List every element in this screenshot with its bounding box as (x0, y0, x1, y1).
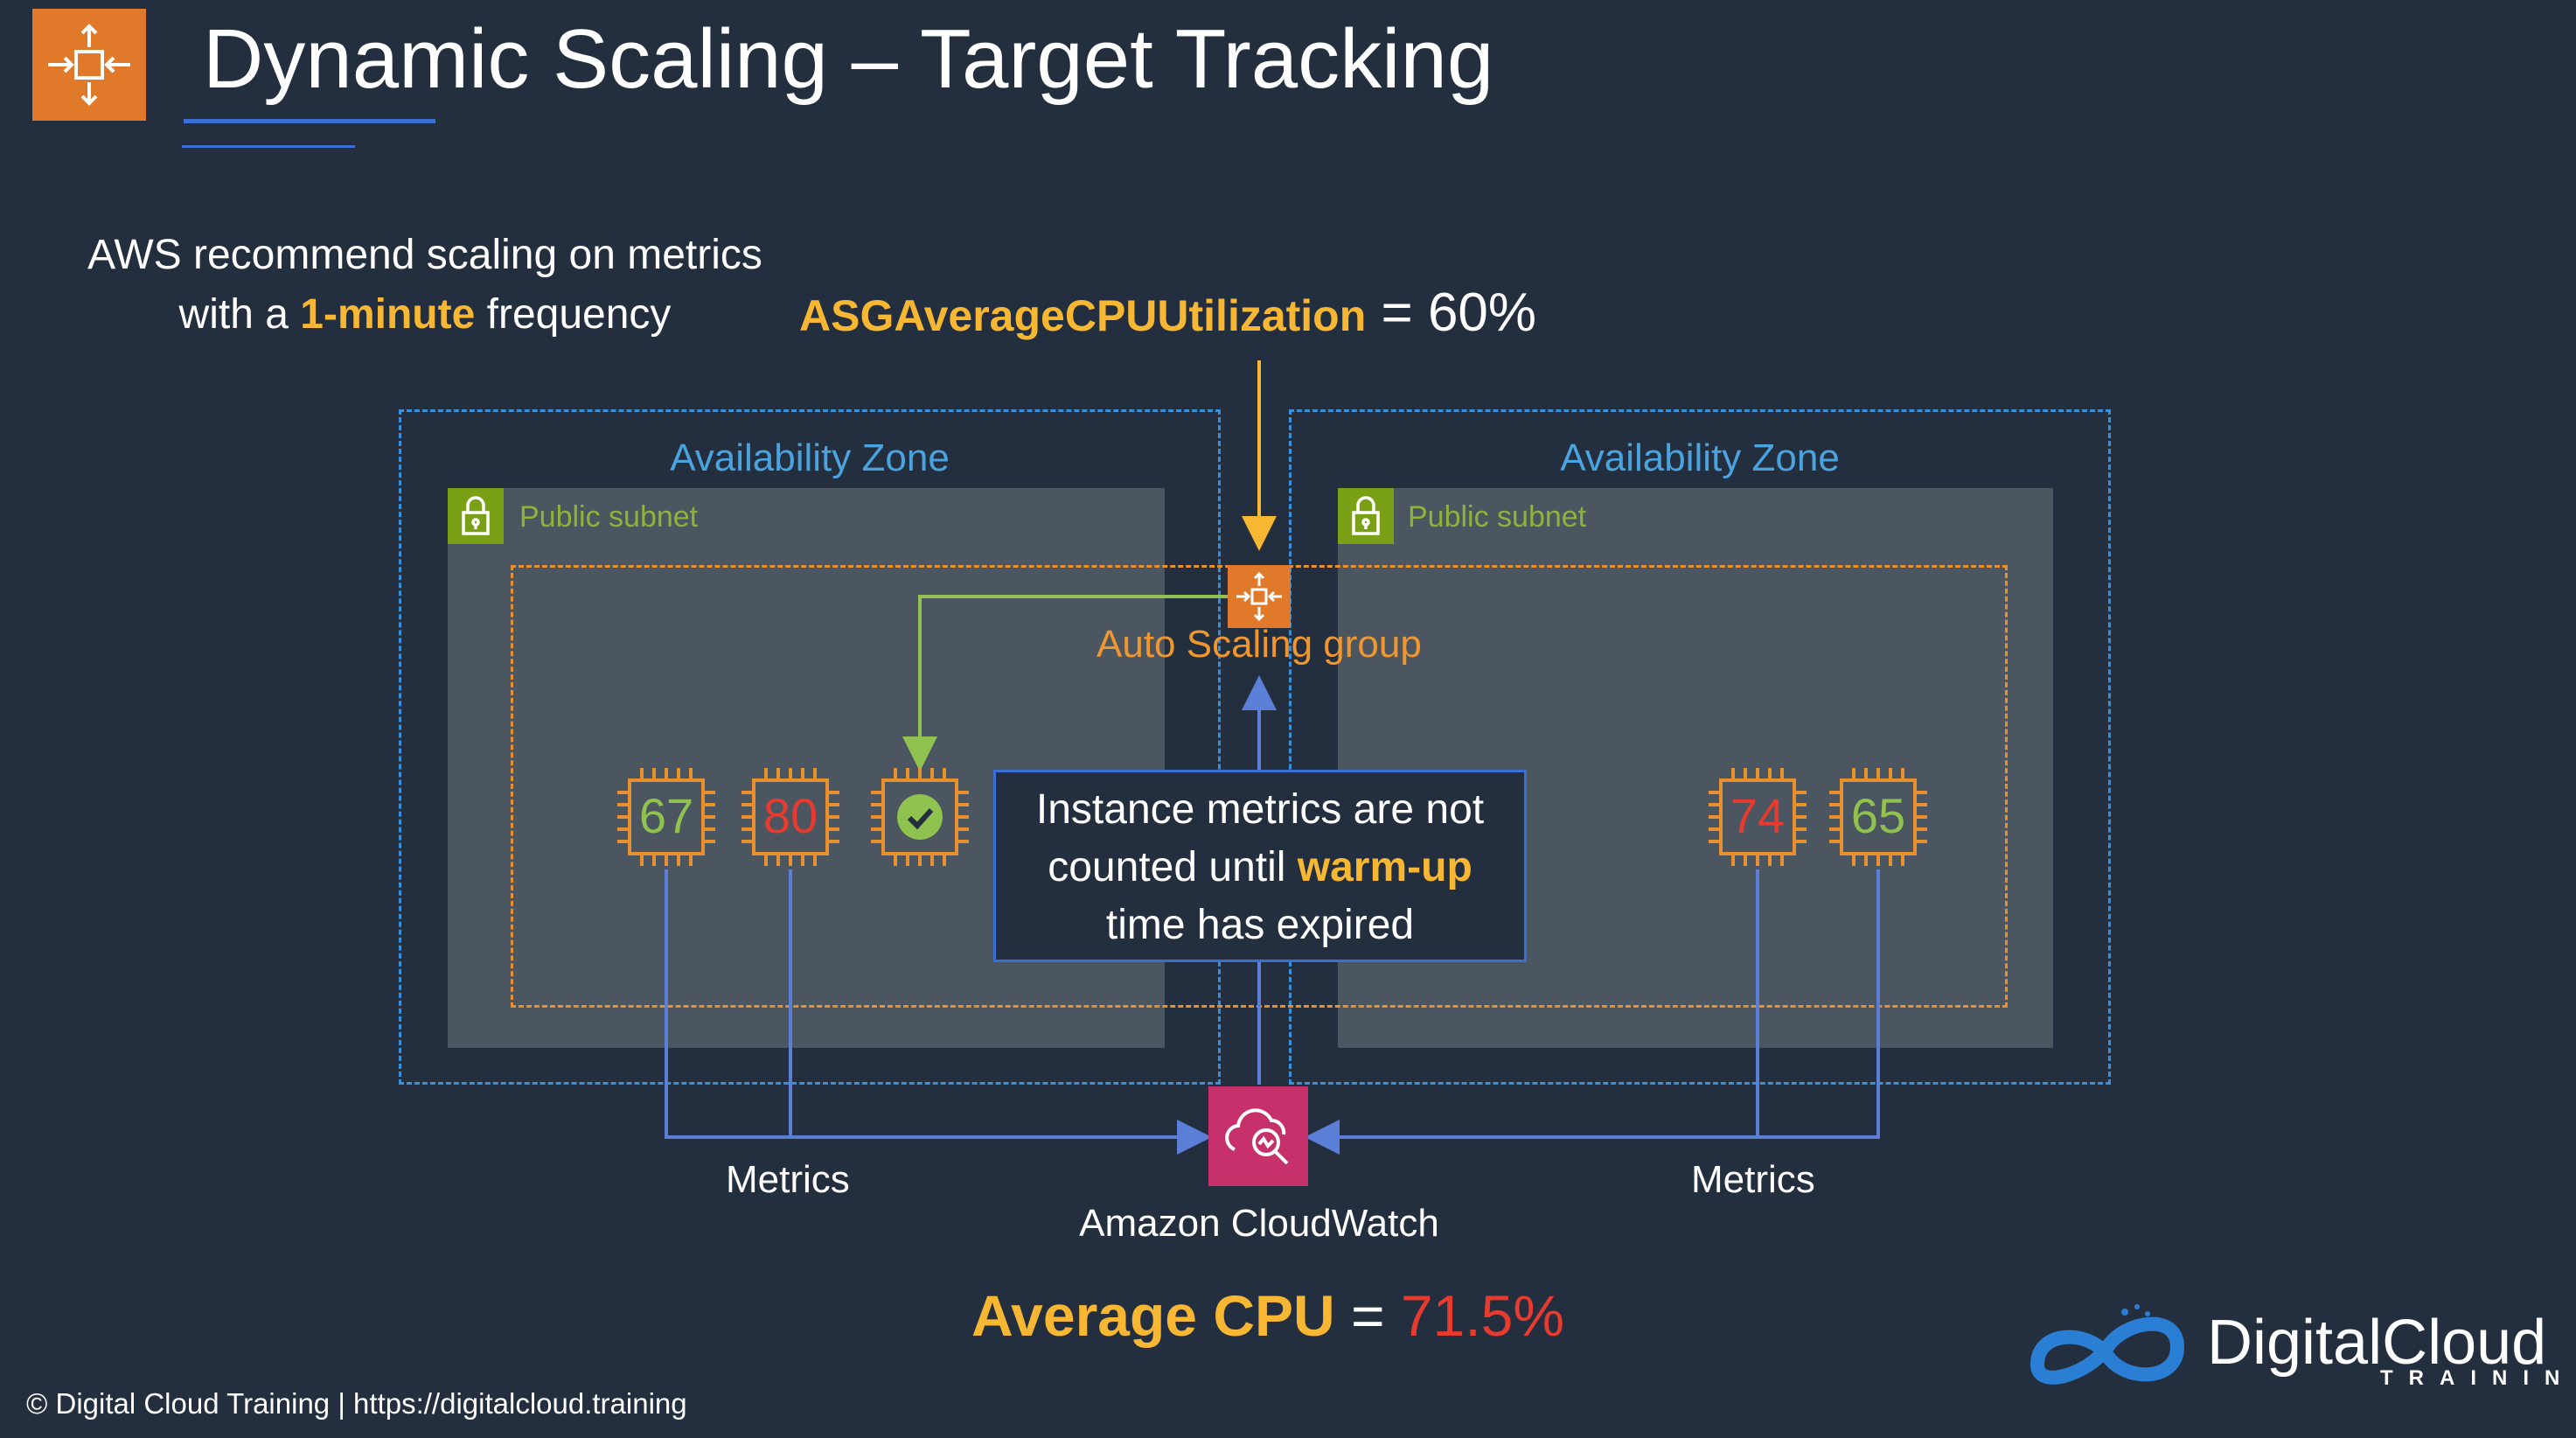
lock-icon (448, 488, 504, 544)
intro-line-2-pre: with a (178, 291, 301, 338)
metrics-label-right: Metrics (1691, 1158, 1815, 1201)
average-cpu: Average CPU = 71.5% (874, 1282, 1661, 1349)
target-metric-value: 60% (1427, 283, 1537, 343)
instance-chip: 65 (1828, 766, 1929, 868)
average-cpu-label: Average CPU (971, 1283, 1335, 1348)
warmup-callout: Instance metrics are not counted until w… (993, 770, 1527, 962)
lock-icon (1338, 488, 1394, 544)
page-title: Dynamic Scaling – Target Tracking (203, 12, 1494, 106)
az-label-left: Availability Zone (670, 436, 950, 479)
logo-text: DigitalCloud (2207, 1308, 2547, 1378)
target-metric-operator: = (1366, 283, 1428, 343)
title-underline-secondary (182, 145, 355, 148)
metrics-label-left: Metrics (726, 1158, 850, 1201)
digitalcloud-logo-icon (2029, 1304, 2185, 1385)
average-cpu-operator: = (1334, 1283, 1401, 1348)
instance-cpu-value: 67 (638, 788, 694, 843)
intro-highlight: 1-minute (300, 291, 476, 338)
cloudwatch-label: Amazon CloudWatch (1079, 1202, 1439, 1245)
az-label-right: Availability Zone (1560, 436, 1840, 479)
instance-chip: 80 (740, 766, 841, 868)
callout-line-2-pre: counted until (1048, 844, 1298, 890)
callout-highlight: warm-up (1297, 844, 1472, 890)
check-icon (897, 794, 943, 840)
instance-chip: 67 (616, 766, 717, 868)
instance-cpu-value: 80 (762, 788, 818, 843)
logo-subtext: TRAINING (2380, 1366, 2576, 1390)
target-metric: ASGAverageCPUUtilization = 60% (799, 282, 1536, 344)
instance-chip: 74 (1707, 766, 1808, 868)
title-underline (184, 119, 435, 123)
callout-line-3: time has expired (1105, 902, 1415, 948)
callout-line-2: counted until warm-up (996, 839, 1524, 897)
cloudwatch-icon (1208, 1086, 1308, 1186)
asg-label: Auto Scaling group (1097, 623, 1422, 666)
instance-cpu-value: 65 (1850, 788, 1906, 843)
intro-text: AWS recommend scaling on metrics with a … (49, 226, 801, 345)
auto-scaling-icon (1228, 565, 1291, 628)
subnet-label-left: Public subnet (519, 500, 699, 534)
subnet-label-right: Public subnet (1408, 500, 1587, 534)
auto-scaling-title-icon (32, 9, 146, 121)
intro-line-1: AWS recommend scaling on metrics (87, 232, 762, 278)
instance-cpu-value: 74 (1730, 788, 1786, 843)
target-metric-name: ASGAverageCPUUtilization (799, 291, 1367, 340)
intro-line-2: with a 1-minute frequency (49, 285, 801, 345)
instance-chip-new (869, 766, 971, 868)
average-cpu-value: 71.5% (1400, 1283, 1565, 1348)
callout-line-1: Instance metrics are not (1035, 786, 1485, 833)
footer-text: © Digital Cloud Training | https://digit… (26, 1387, 687, 1420)
intro-line-2-post: frequency (475, 291, 672, 338)
